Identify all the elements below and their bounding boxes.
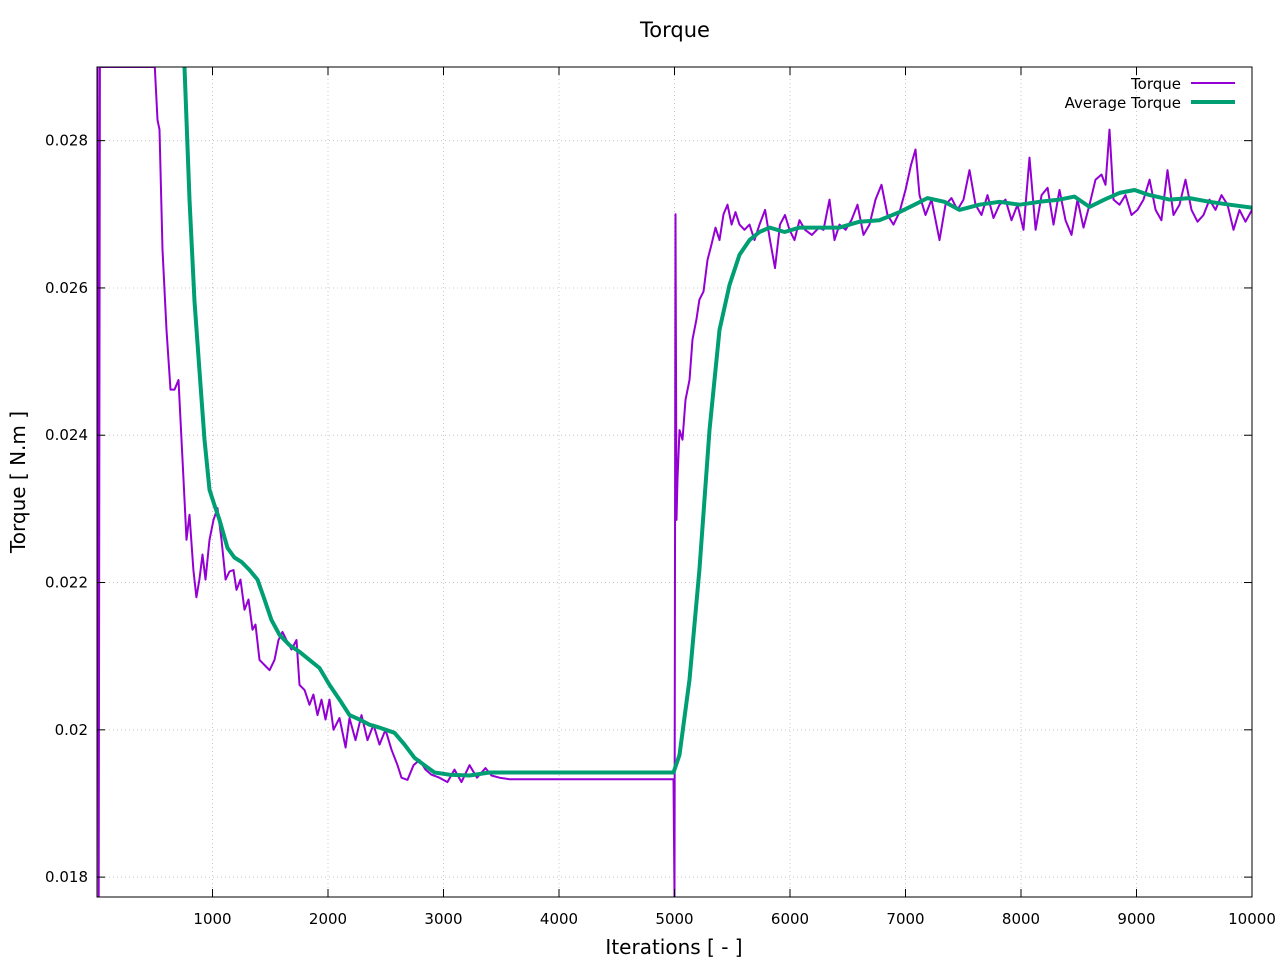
x-tick-label: 1000 bbox=[193, 910, 231, 928]
legend-label-torque: Torque bbox=[1130, 75, 1181, 93]
x-axis-label: Iterations [ - ] bbox=[605, 935, 742, 959]
y-tick-label: 0.028 bbox=[45, 132, 88, 150]
x-tick-label: 6000 bbox=[771, 910, 809, 928]
series-torque-line bbox=[97, 67, 1252, 897]
x-tick-label: 7000 bbox=[886, 910, 924, 928]
y-tick-label: 0.022 bbox=[45, 574, 88, 592]
y-tick-label: 0.02 bbox=[55, 721, 88, 739]
chart-title: Torque bbox=[639, 18, 710, 42]
grid bbox=[97, 67, 1252, 897]
y-tick-label: 0.026 bbox=[45, 279, 88, 297]
x-tick-label: 4000 bbox=[540, 910, 578, 928]
x-tick-label: 2000 bbox=[309, 910, 347, 928]
x-tick-label: 10000 bbox=[1228, 910, 1276, 928]
series-layer bbox=[97, 67, 1252, 897]
series-average-torque-line bbox=[182, 67, 1252, 778]
y-tick-label: 0.024 bbox=[45, 426, 88, 444]
legend: Torque Average Torque bbox=[1065, 75, 1235, 112]
x-tick-label: 3000 bbox=[424, 910, 462, 928]
legend-label-average-torque: Average Torque bbox=[1065, 94, 1181, 112]
x-tick-label: 5000 bbox=[655, 910, 693, 928]
ticks: 1000 2000 3000 4000 5000 6000 7000 8000 9000 1000… bbox=[45, 67, 1276, 928]
y-axis-label: Torque [ N.m ] bbox=[6, 411, 30, 554]
y-tick-label: 0.018 bbox=[45, 868, 88, 886]
x-tick-label: 9000 bbox=[1117, 910, 1155, 928]
x-tick-label: 8000 bbox=[1002, 910, 1040, 928]
